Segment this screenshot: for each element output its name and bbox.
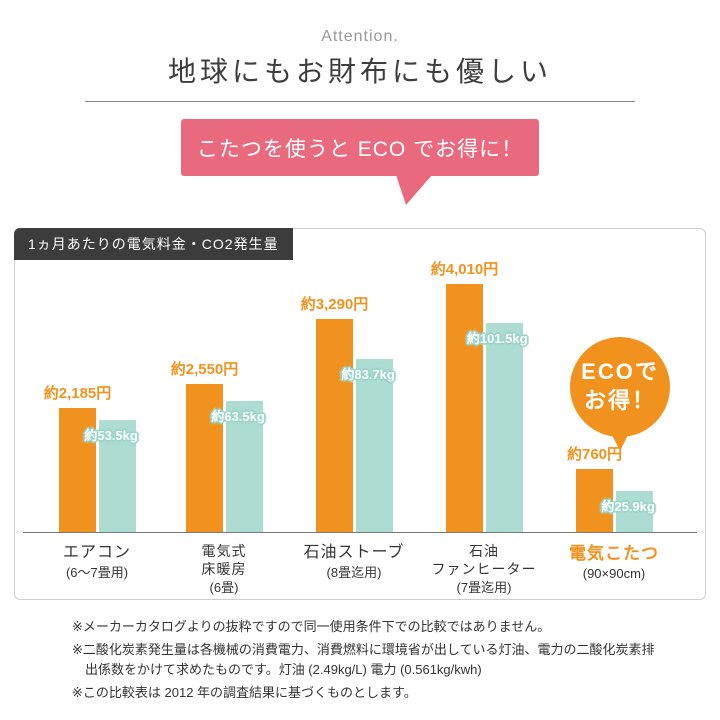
- chart-title-tab: 1ヵ月あたりの電気料金・CO2発生量: [14, 228, 293, 260]
- eco-badge-line2: お得！: [583, 388, 656, 413]
- category-detail: (8畳迄用): [326, 565, 382, 580]
- bar-group-oil-stove: 約3,290円 約83.7kg: [301, 296, 395, 532]
- category-label-floor-heating: 電気式 床暖房 (6畳): [159, 543, 289, 596]
- category-name: エアコン: [62, 544, 131, 561]
- cost-bar: 約4,010円: [431, 261, 498, 532]
- category-detail: (6〜7畳用): [65, 565, 129, 580]
- bar-group-aircon: 約2,185円 約53.5kg: [44, 385, 138, 532]
- footnotes: ※メーカーカタログよりの抜粋ですので同一使用条件下での比較ではありません。 ※二…: [72, 617, 664, 707]
- category-label-kotatsu: 電気こたつ (90×90cm): [549, 543, 679, 583]
- co2-label: 約83.7kg: [341, 367, 395, 382]
- bar-group-fan-heater: 約4,010円 約101.5kg: [431, 261, 528, 532]
- category-detail: (7畳迄用): [456, 580, 512, 595]
- footnote: ※二酸化炭素発生量は各機械の消費電力、消費燃料に環境省が出している灯油、電力の二…: [72, 642, 655, 678]
- bar-group-floor-heating: 約2,550円 約63.5kg: [171, 361, 265, 532]
- category-detail: (6畳): [209, 580, 239, 595]
- cost-bar: 約760円: [567, 446, 622, 532]
- category-label-fan-heater: 石油 ファンヒーター (7畳迄用): [419, 543, 549, 596]
- footnote: ※メーカーカタログよりの抜粋ですので同一使用条件下での比較ではありません。: [72, 619, 551, 634]
- co2-label: 約63.5kg: [211, 409, 265, 424]
- co2-bar: 約101.5kg: [467, 323, 528, 532]
- eco-badge-tail-icon: [611, 433, 629, 451]
- category-name: 石油: [469, 543, 499, 559]
- co2-bar: 約63.5kg: [211, 401, 265, 532]
- category-name: 床暖房: [201, 560, 247, 577]
- co2-label: 約25.9kg: [601, 499, 655, 514]
- cost-bar: 約2,185円: [44, 385, 111, 532]
- co2-bar: 約25.9kg: [601, 491, 655, 532]
- cost-label: 約2,185円: [43, 385, 112, 402]
- category-detail: (90×90cm): [582, 566, 646, 582]
- cost-label: 約3,290円: [300, 296, 369, 313]
- category-name: 電気こたつ: [569, 544, 659, 563]
- cost-bar: 約2,550円: [171, 361, 238, 532]
- speech-bubble-tail-icon: [396, 175, 432, 205]
- co2-label: 約101.5kg: [466, 331, 528, 346]
- bar-group-kotatsu: 約760円 約25.9kg: [567, 446, 655, 532]
- chart-baseline: [23, 532, 697, 533]
- speech-bubble-text: こたつを使うと ECO でお得に！: [196, 137, 524, 161]
- cost-label: 約4,010円: [430, 261, 499, 278]
- co2-bar: 約53.5kg: [84, 420, 138, 532]
- attention-eyebrow: Attention.: [321, 28, 399, 45]
- footnote: ※この比較表は 2012 年の調査結果に基づくものとします。: [72, 685, 417, 701]
- cost-label: 約2,550円: [170, 361, 239, 378]
- co2-label: 約53.5kg: [84, 428, 138, 443]
- category-label-aircon: エアコン (6〜7畳用): [32, 543, 162, 581]
- title-divider: [85, 101, 635, 102]
- eco-badge: ECOで お得！: [570, 337, 670, 451]
- speech-bubble: こたつを使うと ECO でお得に！: [181, 119, 539, 205]
- page-title: 地球にもお財布にも優しい: [167, 56, 552, 87]
- cost-label: 約760円: [566, 446, 623, 463]
- co2-bar: 約83.7kg: [341, 359, 395, 532]
- eco-badge-line1: ECOで: [581, 359, 659, 385]
- cost-bar: 約3,290円: [301, 296, 368, 532]
- category-name: 電気式: [201, 543, 247, 559]
- category-name: 石油ストーブ: [303, 544, 405, 561]
- category-name: ファンヒーター: [431, 560, 537, 577]
- category-label-oil-stove: 石油ストーブ (8畳迄用): [289, 543, 419, 581]
